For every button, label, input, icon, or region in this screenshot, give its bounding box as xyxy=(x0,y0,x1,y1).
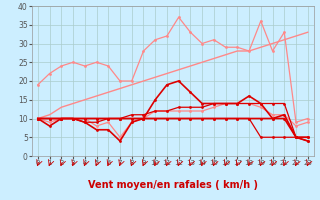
X-axis label: Vent moyen/en rafales ( km/h ): Vent moyen/en rafales ( km/h ) xyxy=(88,180,258,190)
